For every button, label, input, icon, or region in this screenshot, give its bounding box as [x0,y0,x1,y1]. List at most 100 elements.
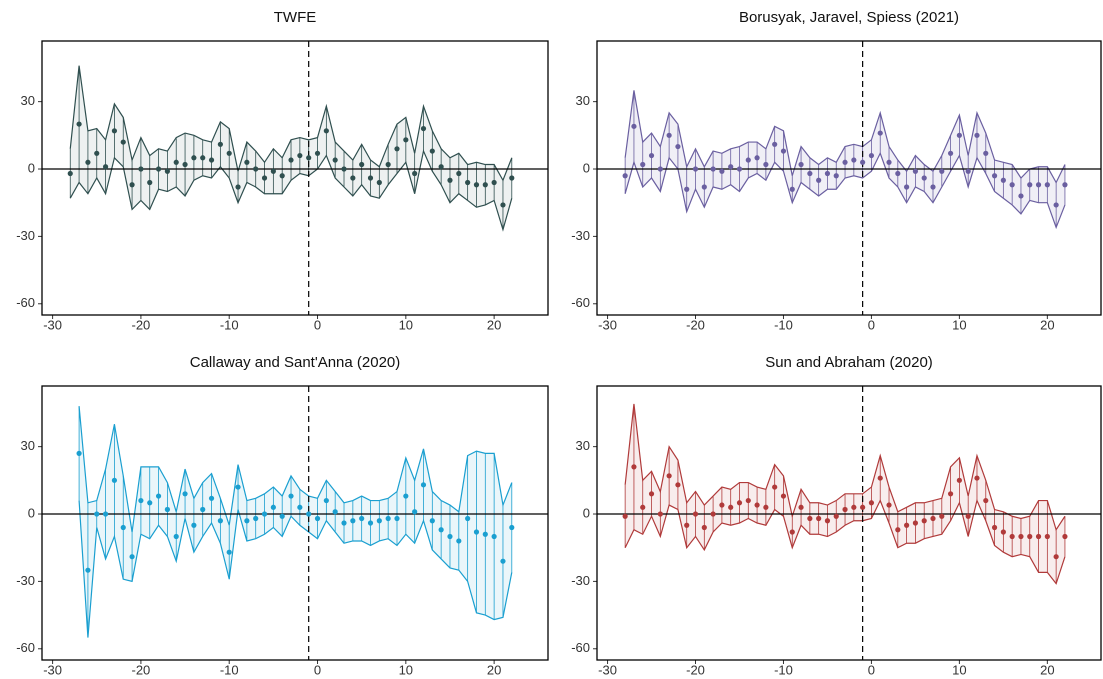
point [279,173,285,179]
point [253,515,259,522]
point [306,155,312,161]
point [288,157,294,163]
point [420,482,427,488]
point [367,175,374,181]
x-tick-label: 10 [399,662,413,677]
point [376,179,382,186]
point [465,515,471,522]
point [447,533,453,540]
point [816,515,822,522]
point [930,515,936,522]
y-tick-label: 0 [583,160,590,175]
point [217,518,223,524]
point [270,168,276,174]
y-tick-label: -60 [16,295,35,310]
point [306,511,312,517]
point [657,166,663,172]
point [138,497,144,504]
point [182,491,188,497]
point [111,128,118,134]
point [120,139,126,145]
point [824,170,831,177]
point [164,506,170,513]
panel: Borusyak, Jaravel, Spiess (2021) -60 -30 0 3… [571,9,1102,332]
point [745,157,751,163]
point [394,146,400,152]
point [403,137,409,143]
point [76,450,82,456]
point [94,511,100,517]
x-tick-label: -10 [220,317,239,332]
point [1018,193,1024,199]
point [719,502,725,508]
point [710,166,716,172]
x-tick-label: -20 [686,662,705,677]
lower-line [624,151,1066,230]
x-tick-label: -30 [43,662,62,677]
point [323,497,329,504]
lower-line [624,498,1066,585]
point [877,475,883,481]
point [509,175,515,181]
point [155,166,162,172]
x-tick-label: 20 [1040,317,1054,332]
point [824,518,831,524]
point [341,520,347,526]
point [94,150,100,156]
point [279,513,285,519]
y-tick-label: 30 [576,438,590,453]
point [332,157,338,163]
point [983,497,989,504]
point [1044,182,1050,188]
point [640,161,646,168]
x-tick-label: 0 [868,662,875,677]
point [1027,533,1033,540]
x-tick-label: 20 [487,662,501,677]
point [473,529,480,535]
point [182,161,188,168]
point [780,148,787,154]
x-tick-label: -20 [686,317,705,332]
x-tick-label: -10 [220,662,239,677]
point [509,524,515,531]
point [367,520,374,526]
point [297,504,303,510]
point [956,477,962,483]
y-tick-label: 30 [576,93,590,108]
point [226,150,232,156]
point [288,493,294,499]
point [736,500,743,506]
x-tick-label: -30 [598,662,617,677]
point [500,202,506,208]
point [155,493,162,499]
y-tick-label: -60 [571,640,590,655]
point [675,482,681,488]
point [314,150,321,156]
point [244,518,250,524]
point [833,513,839,519]
point [912,168,919,174]
point [807,170,813,177]
band-fill [79,406,512,638]
point [173,159,179,165]
point [261,175,268,181]
point [675,143,681,150]
point [983,150,989,156]
point [939,513,945,519]
point [456,170,462,177]
x-tick-label: 20 [1040,662,1054,677]
x-tick-label: 0 [868,317,875,332]
point [1018,533,1024,540]
point [947,150,954,156]
point [684,186,690,192]
y-tick-label: -30 [16,228,35,243]
point [1000,529,1006,535]
point [429,148,435,154]
point [965,513,971,519]
y-tick-label: 0 [28,505,35,520]
point [1062,182,1068,188]
point [710,511,716,517]
point [754,502,760,508]
point [394,515,400,522]
x-tick-label: -20 [132,317,151,332]
